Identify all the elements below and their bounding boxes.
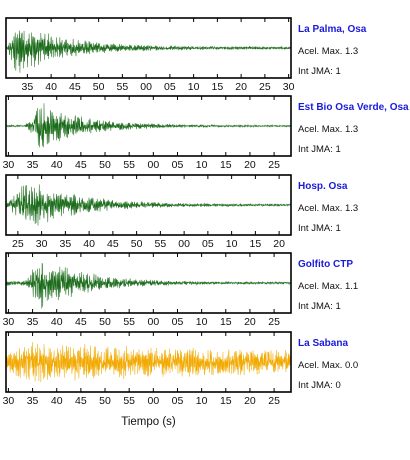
waveform-trace	[5, 262, 292, 309]
x-tick-label: 25	[12, 238, 24, 250]
waveform-trace	[5, 30, 292, 73]
station-name: La Sabana	[298, 338, 349, 349]
panel-frame	[5, 331, 292, 393]
station-jma-intensity: Int JMA: 1	[298, 301, 341, 312]
x-tick-label: 50	[99, 395, 111, 407]
panel-frame	[5, 252, 292, 314]
x-tick-label: 35	[27, 159, 39, 171]
x-axis-label: Tiempo (s)	[121, 416, 176, 428]
station-jma-intensity: Int JMA: 1	[298, 66, 341, 77]
x-tick-label: 15	[212, 81, 224, 93]
x-tick-label: 15	[220, 395, 232, 407]
x-tick-label: 35	[27, 395, 39, 407]
x-tick-label: 40	[45, 81, 57, 93]
waveform-trace	[5, 103, 292, 148]
seismogram-panel-4: 30 35 40 45 50 55 00 05 10 15 20 25	[3, 252, 292, 328]
station-max-accel: Acel. Max. 1.3	[298, 124, 359, 135]
x-tick-label: 45	[69, 81, 81, 93]
x-tick-label: 50	[99, 316, 111, 328]
x-tick-label: 30	[3, 159, 15, 171]
station-max-accel: Acel. Max. 1.3	[298, 203, 359, 214]
x-tick-label: 05	[164, 81, 176, 93]
x-tick-label: 55	[123, 159, 135, 171]
x-tick-label: 30	[3, 395, 15, 407]
x-tick-label: 00	[147, 395, 159, 407]
x-tick-label: 45	[107, 238, 119, 250]
seismogram-panel-1: 35 40 45 50 55 00 05 10 15 20 25 30	[5, 17, 295, 93]
x-tick-label: 20	[235, 81, 247, 93]
station-name: Golfito CTP	[298, 259, 353, 270]
x-tick-label: 25	[268, 316, 280, 328]
x-tick-label: 05	[202, 238, 214, 250]
x-tick-label: 35	[27, 316, 39, 328]
x-tick-label: 45	[75, 395, 87, 407]
x-tick-label: 30	[3, 316, 15, 328]
x-tick-label: 15	[220, 159, 232, 171]
x-tick-label: 00	[147, 159, 159, 171]
x-tick-label: 40	[51, 395, 63, 407]
x-tick-label: 55	[123, 395, 135, 407]
x-tick-label: 35	[22, 81, 34, 93]
x-tick-label: 55	[117, 81, 129, 93]
x-tick-label: 00	[147, 316, 159, 328]
x-tick-label: 15	[250, 238, 262, 250]
x-tick-label: 20	[273, 238, 285, 250]
x-tick-label: 50	[93, 81, 105, 93]
x-tick-label: 25	[268, 395, 280, 407]
station-name: La Palma, Osa	[298, 24, 367, 35]
x-tick-label: 05	[172, 395, 184, 407]
waveform-trace	[5, 342, 292, 383]
x-tick-label: 10	[188, 81, 200, 93]
x-tick-label: 25	[268, 159, 280, 171]
x-tick-label: 05	[172, 159, 184, 171]
station-jma-intensity: Int JMA: 0	[298, 380, 341, 391]
x-tick-label: 15	[220, 316, 232, 328]
x-tick-label: 40	[51, 159, 63, 171]
station-name: Est Bio Osa Verde, Osa	[298, 102, 409, 113]
station-max-accel: Acel. Max. 1.3	[298, 46, 359, 57]
x-tick-label: 40	[51, 316, 63, 328]
x-tick-label: 25	[259, 81, 271, 93]
seismogram-panel-2: 30 35 40 45 50 55 00 05 10 15 20 25	[3, 95, 292, 171]
x-tick-label: 55	[155, 238, 167, 250]
x-tick-label: 30	[283, 81, 295, 93]
x-tick-label: 20	[244, 316, 256, 328]
station-jma-intensity: Int JMA: 1	[298, 144, 341, 155]
waveform-trace	[5, 184, 292, 226]
station-name: Hosp. Osa	[298, 181, 348, 192]
x-tick-label: 40	[83, 238, 95, 250]
station-max-accel: Acel. Max. 1.1	[298, 281, 359, 292]
x-tick-label: 20	[244, 395, 256, 407]
x-tick-label: 00	[140, 81, 152, 93]
station-max-accel: Acel. Max. 0.0	[298, 360, 359, 371]
x-tick-label: 05	[172, 316, 184, 328]
x-tick-label: 10	[196, 395, 208, 407]
panel-frame	[5, 95, 292, 157]
x-tick-label: 10	[196, 159, 208, 171]
seismogram-panel-5: 30 35 40 45 50 55 00 05 10 15 20 25	[3, 331, 292, 407]
x-tick-label: 50	[131, 238, 143, 250]
panel-frame	[5, 17, 292, 79]
station-jma-intensity: Int JMA: 1	[298, 223, 341, 234]
x-tick-label: 55	[123, 316, 135, 328]
panel-frame	[5, 174, 292, 236]
x-tick-label: 00	[178, 238, 190, 250]
x-tick-label: 50	[99, 159, 111, 171]
seismogram-panel-3: 25 30 35 40 45 50 55 00 05 10 15 20	[5, 174, 292, 250]
x-tick-label: 10	[226, 238, 238, 250]
x-tick-label: 45	[75, 316, 87, 328]
x-tick-label: 10	[196, 316, 208, 328]
x-tick-label: 20	[244, 159, 256, 171]
x-tick-label: 30	[36, 238, 48, 250]
x-tick-label: 35	[60, 238, 72, 250]
x-tick-label: 45	[75, 159, 87, 171]
